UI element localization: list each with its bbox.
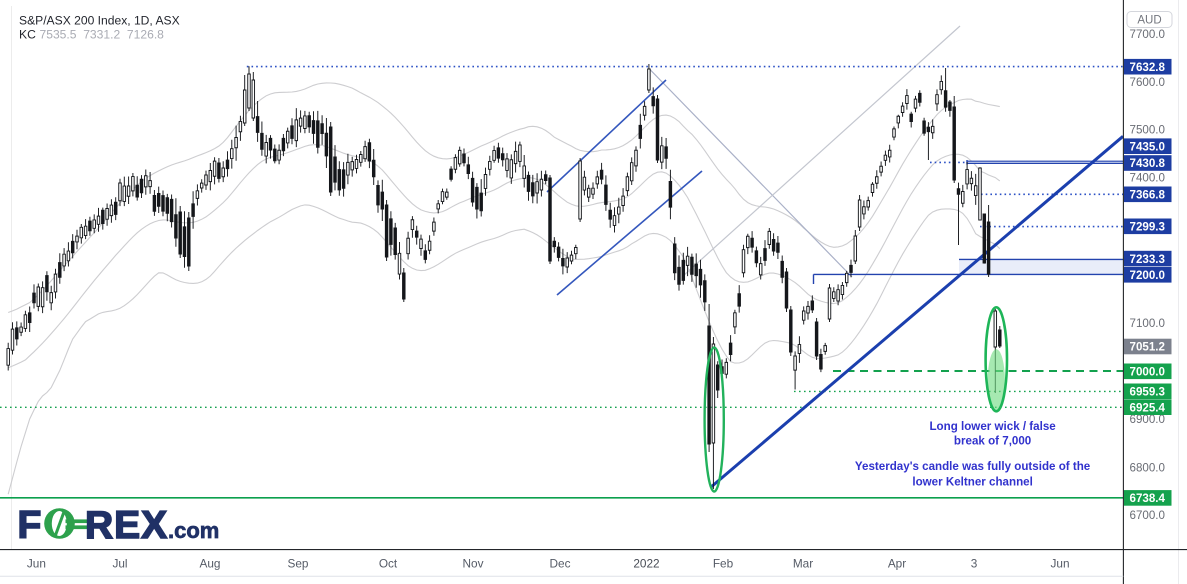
svg-text:7430.8: 7430.8 — [1130, 157, 1166, 170]
svg-text:6700.0: 6700.0 — [1130, 509, 1165, 522]
svg-text:.com: .com — [168, 518, 219, 543]
svg-text:Apr: Apr — [888, 557, 906, 571]
svg-text:7200.0: 7200.0 — [1130, 269, 1165, 282]
svg-text:6925.4: 6925.4 — [1130, 401, 1166, 414]
svg-text:7299.3: 7299.3 — [1130, 221, 1166, 234]
svg-text:F: F — [18, 504, 42, 547]
svg-text:6738.4: 6738.4 — [1130, 492, 1166, 505]
svg-text:7600.0: 7600.0 — [1130, 76, 1165, 89]
svg-text:Oct: Oct — [379, 557, 398, 571]
svg-text:Mar: Mar — [793, 557, 813, 571]
svg-text:break of 7,000: break of 7,000 — [954, 435, 1031, 448]
svg-text:Aug: Aug — [200, 557, 221, 571]
svg-text:7400.0: 7400.0 — [1130, 171, 1165, 184]
svg-text:Nov: Nov — [463, 557, 484, 571]
svg-text:7500.0: 7500.0 — [1130, 124, 1165, 137]
svg-text:Jul: Jul — [112, 557, 127, 571]
svg-text:KC: KC — [19, 28, 36, 42]
svg-text:6900.0: 6900.0 — [1130, 413, 1165, 426]
svg-text:7366.8: 7366.8 — [1130, 189, 1166, 202]
svg-text:Yesterday's candle was fully o: Yesterday's candle was fully outside of … — [855, 460, 1091, 473]
svg-text:3: 3 — [971, 557, 978, 571]
svg-text:7233.3: 7233.3 — [1130, 253, 1166, 266]
svg-text:7700.0: 7700.0 — [1130, 28, 1165, 41]
svg-text:7632.8: 7632.8 — [1130, 61, 1166, 74]
svg-text:7535.5 7331.2 7126.8: 7535.5 7331.2 7126.8 — [40, 28, 165, 42]
svg-text:6959.3: 6959.3 — [1130, 386, 1166, 399]
svg-text:2022: 2022 — [633, 557, 659, 571]
svg-text:Dec: Dec — [550, 557, 571, 571]
svg-text:7051.2: 7051.2 — [1130, 341, 1165, 354]
svg-text:S&P/ASX 200 Index, 1D, ASX: S&P/ASX 200 Index, 1D, ASX — [19, 14, 180, 28]
svg-text:Jun: Jun — [27, 557, 46, 571]
svg-text:7435.0: 7435.0 — [1130, 140, 1165, 153]
svg-text:Feb: Feb — [713, 557, 734, 571]
svg-text:7000.0: 7000.0 — [1130, 366, 1165, 379]
svg-text:Long lower wick / false: Long lower wick / false — [929, 420, 1056, 433]
svg-text:lower Keltner channel: lower Keltner channel — [912, 476, 1032, 489]
svg-text:AUD: AUD — [1137, 15, 1161, 27]
svg-text:7100.0: 7100.0 — [1130, 317, 1165, 330]
svg-text:Sep: Sep — [288, 557, 309, 571]
svg-text:Jun: Jun — [1050, 557, 1069, 571]
svg-text:REX: REX — [85, 504, 168, 547]
svg-text:6800.0: 6800.0 — [1130, 461, 1165, 474]
